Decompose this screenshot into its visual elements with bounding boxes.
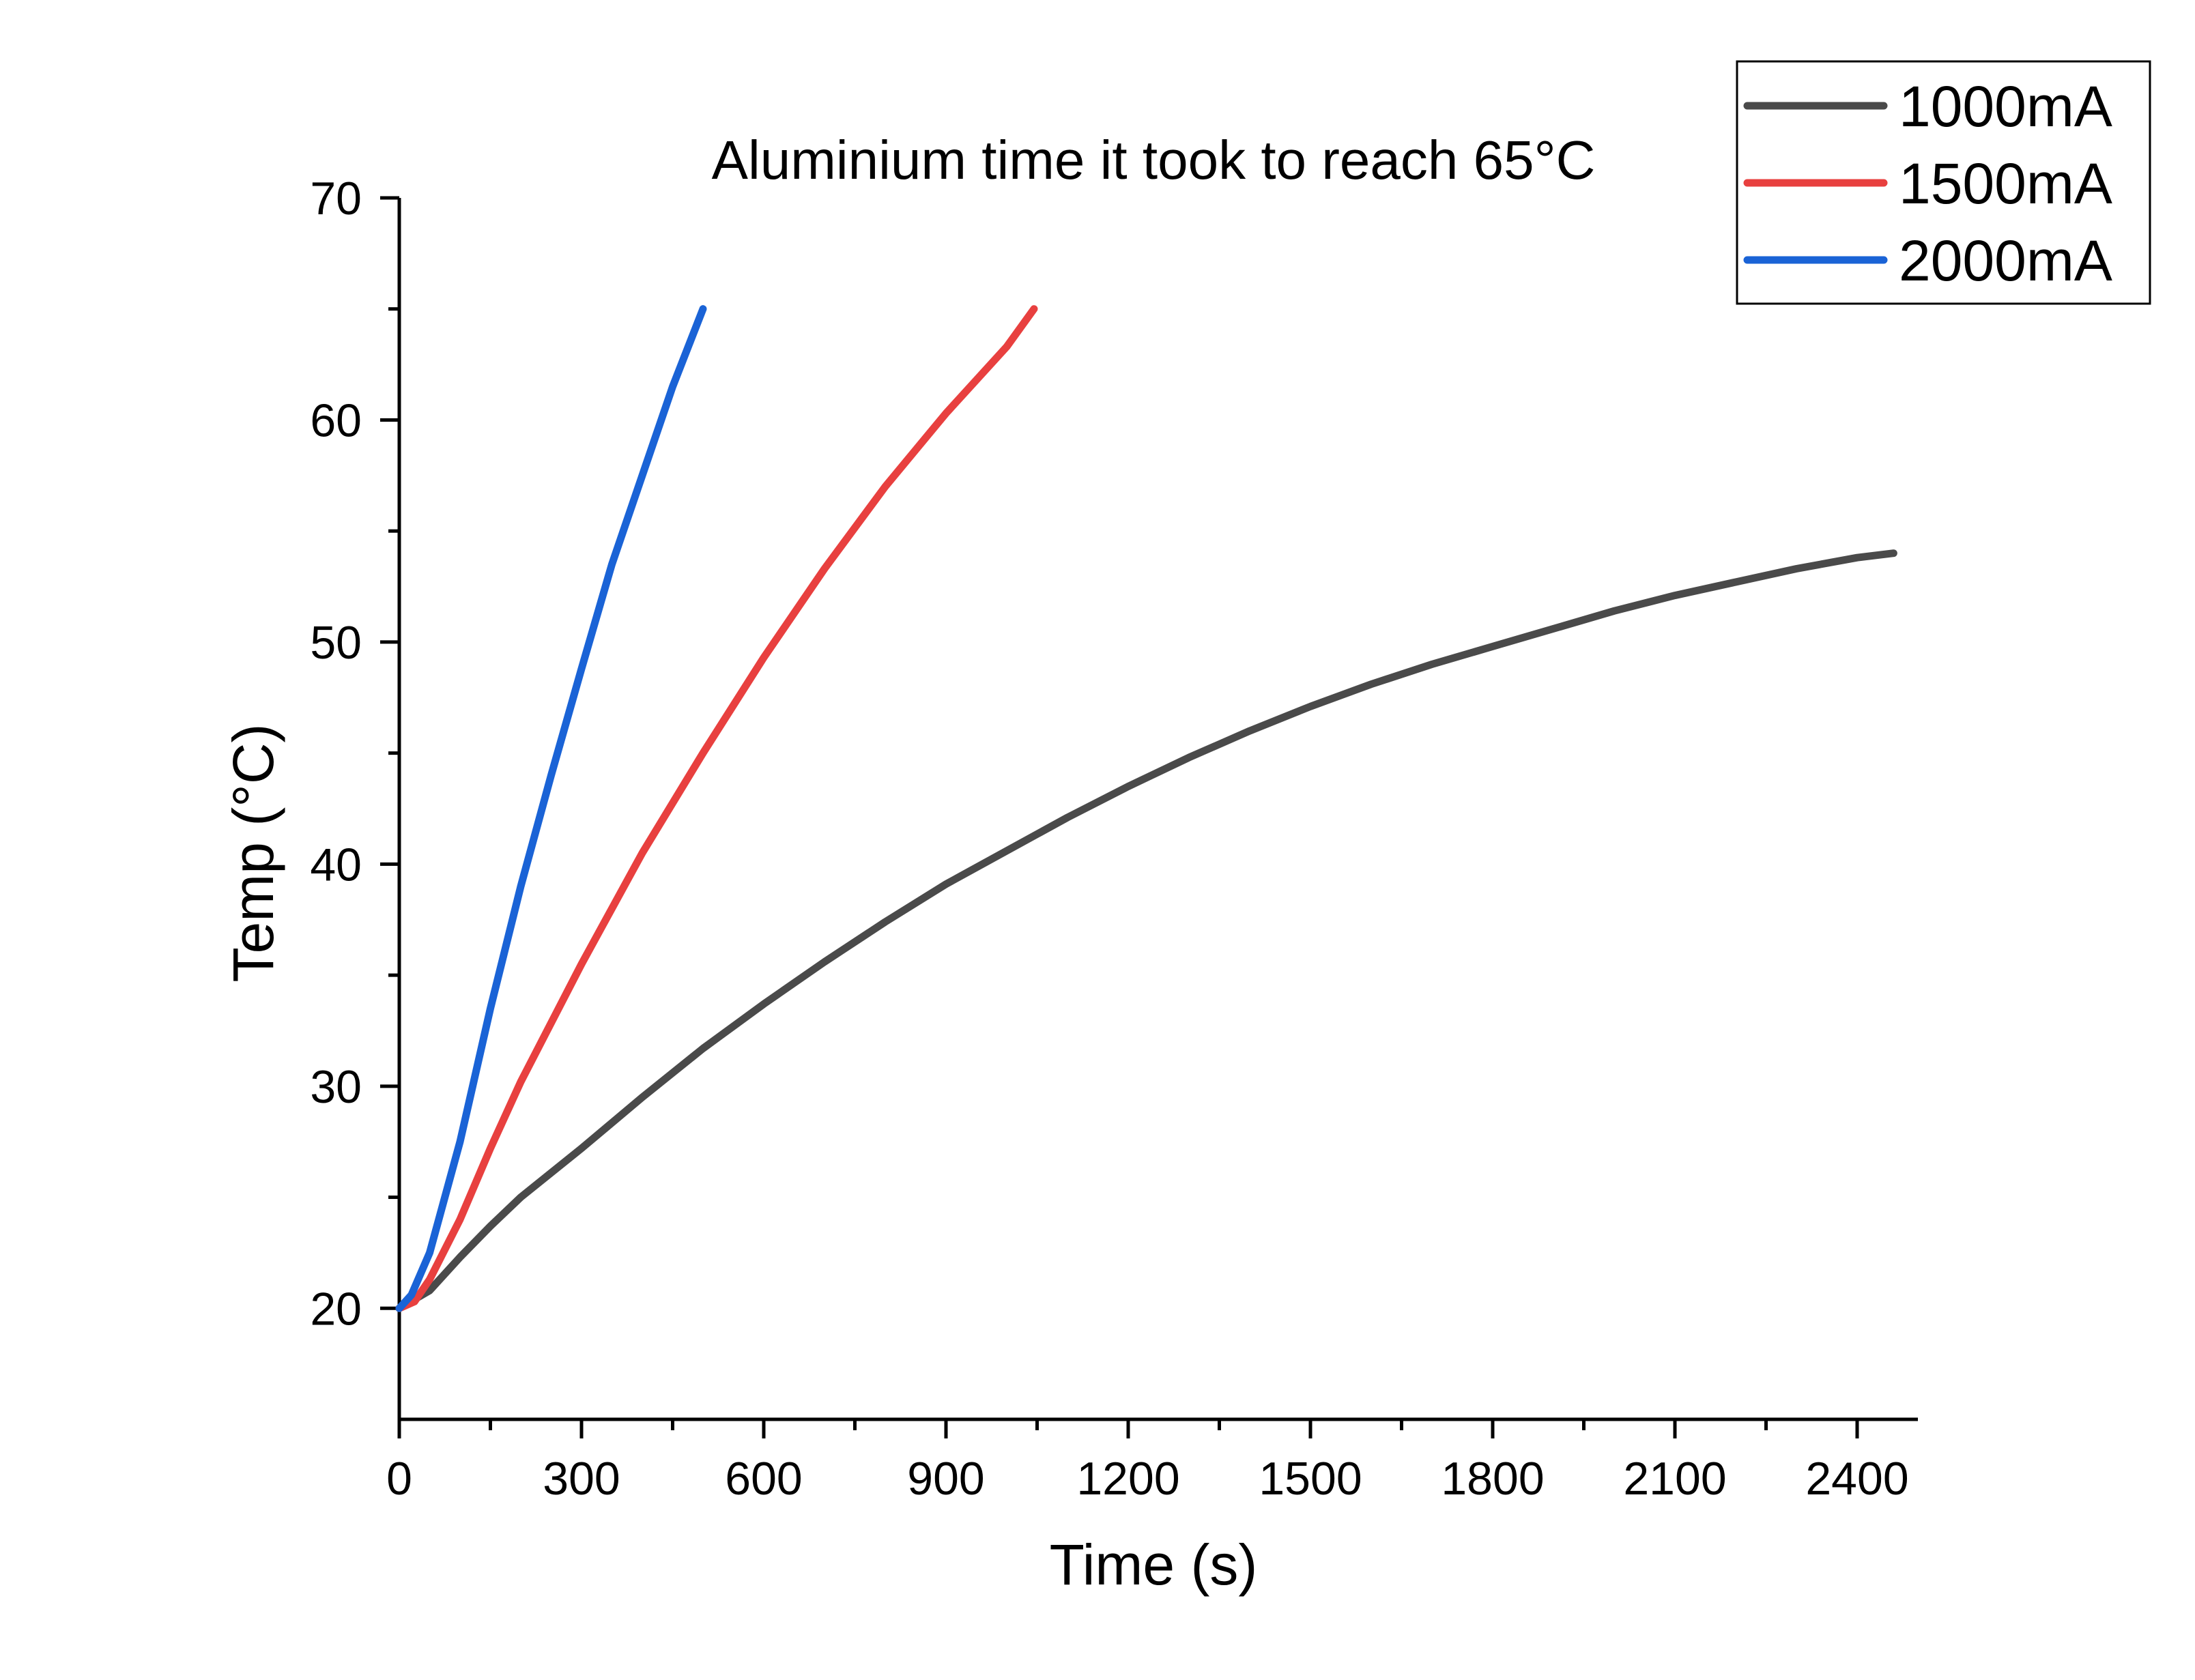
- series-line-1000mA: [395, 549, 1897, 1312]
- x-tick-label: 2400: [1805, 1453, 1908, 1505]
- y-tick-label: 40: [310, 839, 362, 890]
- chart-title: Aluminium time it took to reach 65°C: [712, 130, 1596, 190]
- x-tick-label: 2100: [1623, 1453, 1726, 1505]
- y-tick-label: 20: [310, 1283, 362, 1335]
- x-tick-label: 1500: [1259, 1453, 1362, 1505]
- legend-label: 1000mA: [1899, 74, 2112, 139]
- x-axis-label: Time (s): [1050, 1533, 1258, 1597]
- x-tick-label: 600: [725, 1453, 802, 1505]
- axes: [397, 198, 1918, 1421]
- series-lines: [395, 305, 1897, 1312]
- series-line-2000mA: [395, 305, 707, 1312]
- legend: 1000mA 1500mA 2000mA: [1736, 60, 2151, 305]
- x-tick-label: 1800: [1441, 1453, 1544, 1505]
- y-tick-label: 50: [310, 617, 362, 669]
- series-line-1500mA: [395, 305, 1038, 1312]
- y-tick-label: 30: [310, 1061, 362, 1113]
- x-tick-label: 0: [386, 1453, 412, 1505]
- legend-label: 1500mA: [1899, 151, 2112, 216]
- y-axis-label: Temp (°C): [221, 724, 285, 983]
- y-tick-label: 70: [310, 173, 362, 225]
- x-tick-label: 1200: [1076, 1453, 1179, 1505]
- legend-label: 2000mA: [1899, 229, 2112, 293]
- x-tick-label: 900: [907, 1453, 984, 1505]
- x-tick-label: 300: [543, 1453, 620, 1505]
- y-tick-label: 60: [310, 394, 362, 446]
- ticks: 0 300 600 900 1200 1500 1800 2100 2400 20 30 40 50 60…: [310, 173, 1908, 1505]
